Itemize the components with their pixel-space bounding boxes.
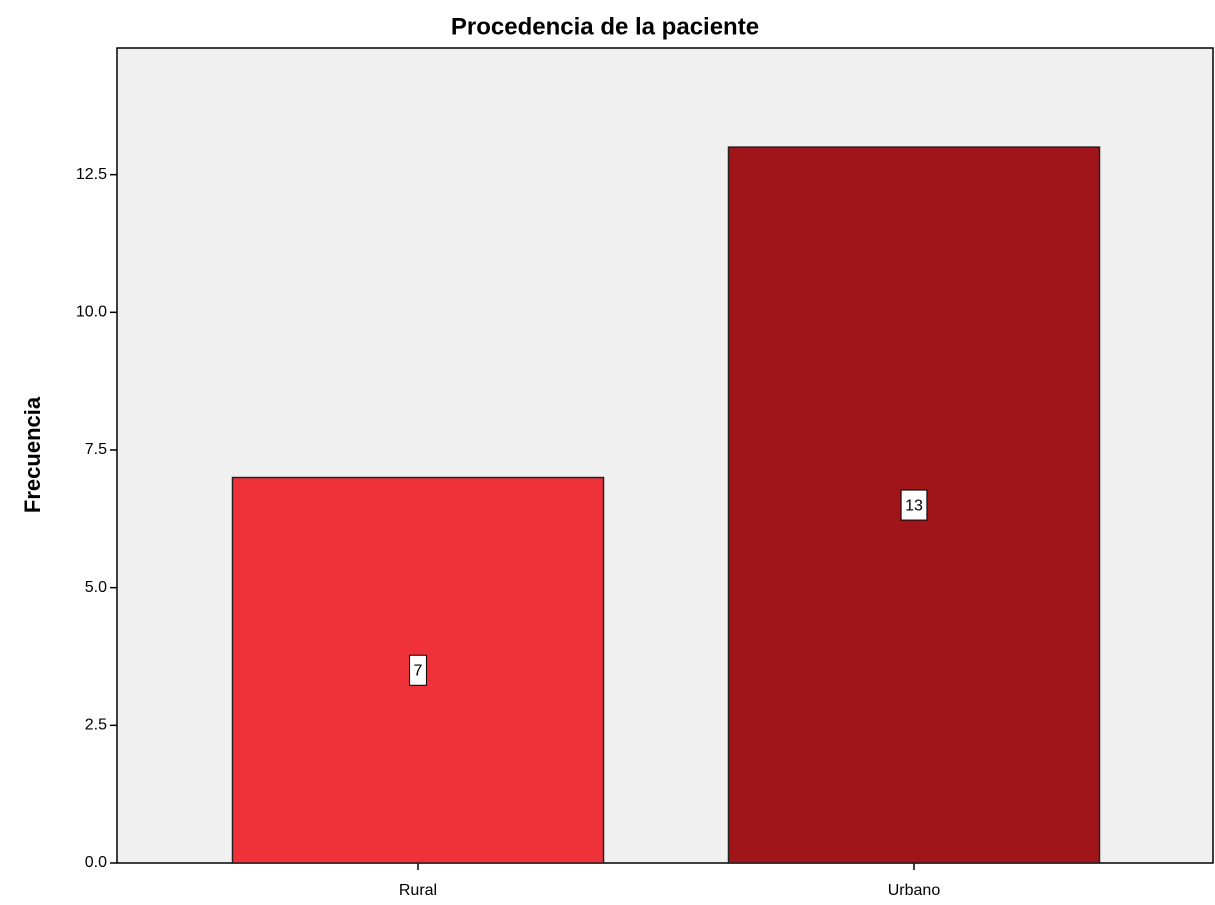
value-label: 13 bbox=[905, 497, 923, 514]
y-tick-label: 2.5 bbox=[85, 717, 107, 734]
value-label-box bbox=[409, 654, 427, 686]
y-tick-label: 7.5 bbox=[85, 441, 107, 458]
y-tick-label: 12.5 bbox=[76, 166, 107, 183]
chart-title: Procedencia de la paciente bbox=[451, 13, 759, 40]
x-tick-label: Urbano bbox=[888, 882, 941, 899]
value-label: 7 bbox=[414, 662, 423, 679]
y-tick-label: 5.0 bbox=[85, 579, 107, 596]
y-axis-title: Frecuencia bbox=[20, 396, 45, 513]
x-tick-label: Rural bbox=[399, 882, 437, 899]
y-tick-label: 10.0 bbox=[76, 304, 107, 321]
value-label-box bbox=[900, 489, 928, 521]
y-tick-label: 0.0 bbox=[85, 854, 107, 871]
